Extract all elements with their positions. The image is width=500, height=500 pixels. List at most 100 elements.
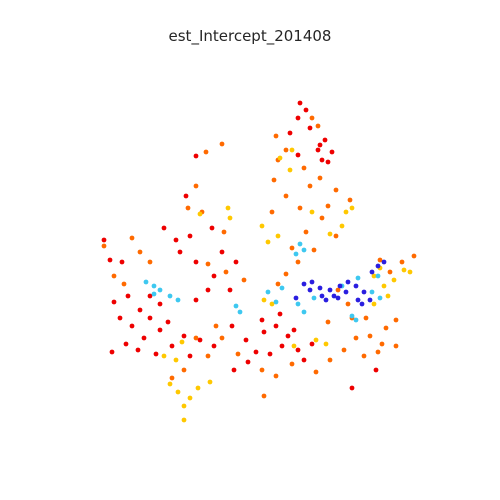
scatter-point-yellow [381,283,387,289]
scatter-point-blue [375,263,381,269]
scatter-point-yellow [181,417,187,423]
scatter-point-yellow [195,385,201,391]
scatter-point-yellow [291,343,297,349]
scatter-point-red [193,259,199,265]
scatter-point-cyan [369,289,375,295]
scatter-point-red [303,107,309,113]
scatter-point-red [111,299,117,305]
scatter-point-orange [363,315,369,321]
scatter-point-orange [393,317,399,323]
scatter-point-red [279,343,285,349]
scatter-point-cyan [377,295,383,301]
scatter-point-red [197,337,203,343]
scatter-point-orange [269,209,275,215]
scatter-point-orange [203,149,209,155]
scatter-point-cyan [293,251,299,257]
scatter-point-red [227,287,233,293]
scatter-point-yellow [227,215,233,221]
scatter-point-red [291,327,297,333]
scatter-point-yellow [339,223,345,229]
scatter-point-blue [335,295,341,301]
scatter-point-red [315,147,321,153]
scatter-point-red [165,319,171,325]
scatter-point-cyan [273,299,279,305]
scatter-point-orange [347,197,353,203]
scatter-point-yellow [175,389,181,395]
scatter-point-red [259,317,265,323]
scatter-point-cyan [175,297,181,303]
scatter-point-cyan [233,303,239,309]
scatter-point-red [219,249,225,255]
scatter-point-red [277,311,283,317]
scatter-point-blue [309,279,315,285]
scatter-point-cyan [353,317,359,323]
scatter-point-orange [393,343,399,349]
scatter-point-cyan [375,273,381,279]
scatter-point-orange [111,273,117,279]
scatter-point-red [261,329,267,335]
scatter-point-red [141,335,147,341]
scatter-point-red [177,249,183,255]
scatter-point-blue [323,297,329,303]
scatter-point-orange [221,229,227,235]
scatter-point-yellow [343,209,349,215]
scatter-point-orange [341,347,347,353]
scatter-point-orange [301,165,307,171]
scatter-point-cyan [237,309,243,315]
scatter-point-yellow [207,379,213,385]
scatter-point-red [322,137,328,143]
scatter-point-cyan [297,241,303,247]
scatter-point-cyan [301,247,307,253]
scatter-point-blue [343,289,349,295]
scatter-point-orange [205,353,211,359]
scatter-point-red [295,115,301,121]
scatter-point-red [267,351,273,357]
scatter-point-red [107,257,113,263]
scatter-point-orange [353,335,359,341]
scatter-point-orange [313,369,319,375]
scatter-point-orange [121,281,127,287]
scatter-point-red [137,307,143,313]
scatter-point-blue [359,301,365,307]
scatter-point-blue [331,293,337,299]
scatter-point-orange [367,333,373,339]
scatter-point-red [183,193,189,199]
scatter-point-red [209,225,215,231]
scatter-point-red [317,142,323,148]
scatter-point-orange [193,183,199,189]
scatter-point-orange [325,319,331,325]
scatter-point-yellow [371,301,377,307]
scatter-point-cyan [301,309,307,315]
scatter-point-yellow [349,205,355,211]
scatter-point-orange [345,301,351,307]
scatter-point-orange [411,253,417,259]
scatter-point-orange [275,281,281,287]
scatter-point-yellow [225,205,231,211]
scatter-point-red [297,100,303,106]
scatter-point-orange [271,177,277,183]
scatter-point-red [169,343,175,349]
scatter-point-yellow [269,301,275,307]
scatter-point-orange [311,247,317,253]
scatter-point-orange [137,249,143,255]
scatter-point-red [253,349,259,355]
scatter-point-yellow [323,341,329,347]
scatter-point-blue [301,281,307,287]
scatter-point-red [307,125,313,131]
scatter-point-red [109,349,115,355]
scatter-point-orange [361,353,367,359]
scatter-point-red [161,225,167,231]
scatter-point-orange [129,235,135,241]
scatter-point-orange [307,183,313,189]
scatter-point-red [295,152,301,158]
scatter-point-cyan [143,279,149,285]
scatter-point-blue [307,287,313,293]
scatter-point-yellow [407,269,413,275]
scatter-point-cyan [151,291,157,297]
scatter-point-blue [319,293,325,299]
scatter-point-cyan [295,301,301,307]
scatter-point-orange [315,123,321,129]
scatter-point-yellow [327,231,333,237]
